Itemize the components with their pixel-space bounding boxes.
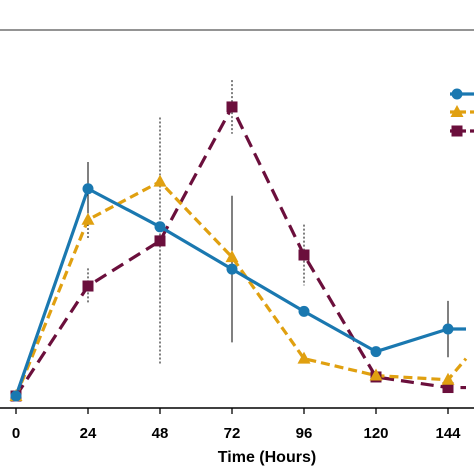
legend-key-marker [451, 88, 463, 100]
x-axis-title: Time (Hours) [218, 449, 316, 466]
series-line [14, 187, 466, 397]
x-axis-ticks: 0 24 48 72 96 120 144 [12, 408, 461, 442]
legend-key-marker [450, 105, 464, 117]
error-bars [87, 80, 449, 365]
data-point [226, 263, 238, 275]
data-point [10, 390, 22, 402]
x-tick-label: 120 [363, 425, 388, 442]
x-tick-label: 72 [224, 425, 241, 442]
data-point [81, 212, 95, 225]
data-point [441, 372, 455, 385]
series-line [14, 105, 466, 397]
data-point [153, 174, 167, 187]
data-point [225, 250, 239, 263]
data-point [298, 249, 310, 261]
legend [450, 88, 474, 137]
data-point [82, 280, 94, 292]
x-tick-label: 48 [152, 425, 169, 442]
data-point [226, 101, 238, 113]
data-point [442, 382, 454, 394]
data-point [154, 235, 166, 247]
data-point [154, 221, 166, 233]
x-tick-label: 0 [12, 425, 20, 442]
series-markers [9, 101, 455, 402]
data-point [297, 351, 311, 364]
x-tick-label: 144 [435, 425, 461, 442]
series-line [14, 180, 468, 397]
data-point [82, 183, 94, 195]
series-lines [14, 105, 468, 397]
data-point [370, 346, 382, 358]
x-tick-label: 96 [296, 425, 313, 442]
data-point [442, 323, 454, 335]
data-point [369, 368, 383, 381]
legend-key-marker [451, 125, 463, 137]
x-tick-label: 24 [80, 425, 97, 442]
data-point [298, 305, 310, 317]
